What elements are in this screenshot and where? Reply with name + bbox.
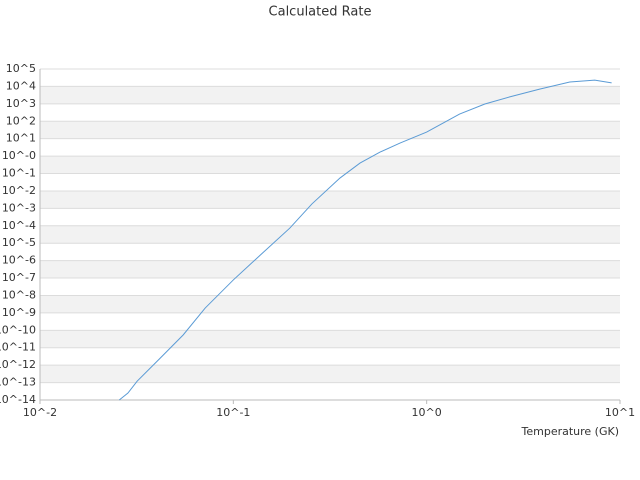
data-line: [118, 79, 612, 401]
y-tick-label: 10^-0: [2, 149, 36, 162]
y-tick-label: 10^-3: [2, 201, 36, 214]
grid-band: [40, 260, 620, 279]
y-tick-label: 10^-4: [2, 219, 36, 232]
grid-band: [40, 295, 620, 313]
y-tick-label: 10^3: [6, 97, 36, 110]
y-tick-label: 10^5: [6, 62, 36, 75]
y-tick-label: 10^-13: [0, 376, 36, 389]
y-tick-label: 10^-2: [2, 184, 36, 197]
y-tick-label: 10^1: [6, 132, 36, 145]
x-tick-label: 10^-1: [216, 406, 250, 419]
x-tick-label: 10^1: [605, 406, 635, 419]
y-tick-label: 10^-14: [0, 393, 36, 406]
y-tick-label: 10^-10: [0, 323, 36, 336]
y-tick-label: 10^-8: [2, 288, 36, 301]
x-axis-label: Temperature (GK): [521, 425, 620, 438]
y-tick-label: 10^-6: [2, 254, 36, 267]
grid-band: [40, 225, 620, 244]
grid-band: [40, 86, 620, 104]
chart-title: Calculated Rate: [269, 5, 372, 20]
x-tick-label: 10^-2: [23, 406, 57, 419]
grid-band: [40, 365, 620, 383]
grid-band: [40, 156, 620, 174]
y-tick-label: 10^-5: [2, 236, 36, 249]
y-tick-label: 10^-1: [2, 167, 36, 180]
grid-band: [40, 190, 620, 209]
y-tick-label: 10^2: [6, 114, 36, 127]
y-tick-label: 10^-9: [2, 306, 36, 319]
grid-band: [40, 121, 620, 139]
y-tick-label: 10^-7: [2, 271, 36, 284]
y-tick-label: 10^4: [6, 79, 36, 92]
x-tick-label: 10^0: [412, 406, 442, 419]
y-tick-label: 10^-12: [0, 358, 36, 371]
y-tick-label: 10^-11: [0, 341, 36, 354]
grid-band: [40, 330, 620, 348]
